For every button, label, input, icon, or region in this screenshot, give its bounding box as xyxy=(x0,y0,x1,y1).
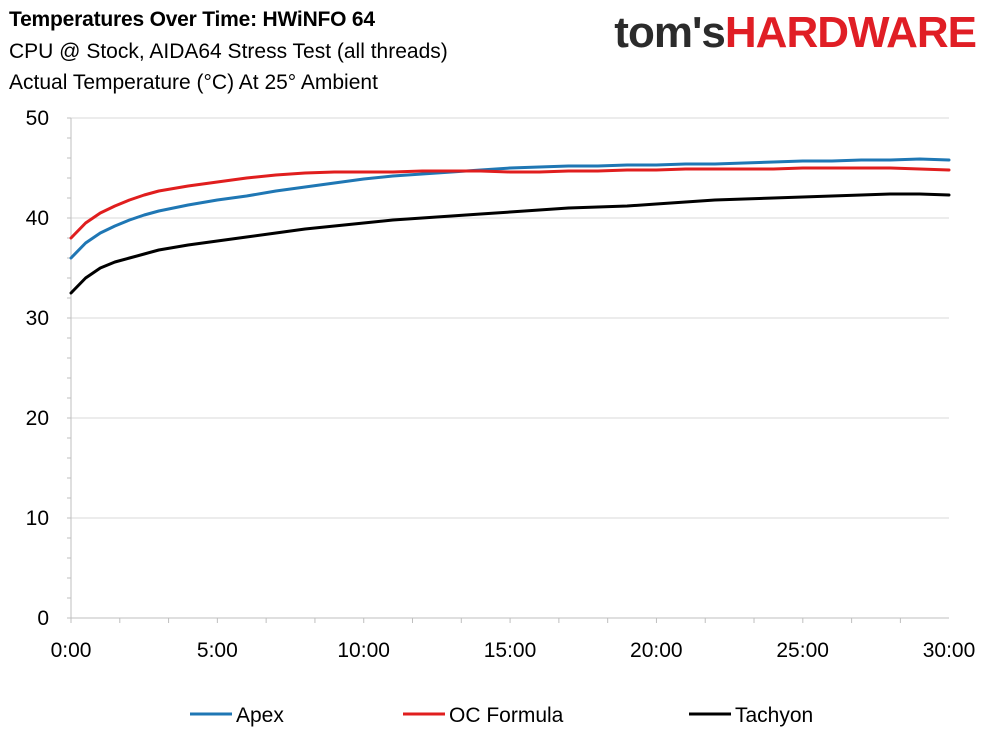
legend-label-tachyon: Tachyon xyxy=(735,704,813,727)
logo-part-1: tom's xyxy=(614,8,726,57)
x-tick-label-0-00: 0:00 xyxy=(51,639,92,662)
grid-lines xyxy=(71,117,949,519)
y-tick-labels: 0 10 20 30 40 50 xyxy=(26,107,49,630)
chart-title: Temperatures Over Time: HWiNFO 64 xyxy=(9,8,375,31)
legend: Apex OC Formula Tachyon xyxy=(190,704,813,727)
series-line-tachyon xyxy=(69,192,951,295)
chart-subtitle-2: Actual Temperature (°C) At 25° Ambient xyxy=(9,71,378,94)
legend-label-oc-formula: OC Formula xyxy=(449,704,564,727)
x-tick-label-15-00: 15:00 xyxy=(484,639,537,662)
y-tick-label-40: 40 xyxy=(26,207,49,230)
toms-hardware-logo: tom'sHARDWARE xyxy=(614,8,977,58)
series-line-oc-formula xyxy=(69,166,951,240)
y-tick-label-30: 30 xyxy=(26,307,49,330)
x-tick-label-10-00: 10:00 xyxy=(337,639,390,662)
x-tick-label-25-00: 25:00 xyxy=(776,639,829,662)
x-tick-label-20-00: 20:00 xyxy=(630,639,683,662)
series-lines xyxy=(69,157,951,295)
logo-part-2: HARDWARE xyxy=(724,8,977,57)
x-tick-labels: 0:00 5:00 10:00 15:00 20:00 25:00 30:00 xyxy=(51,639,976,662)
y-tick-label-50: 50 xyxy=(26,107,49,130)
y-tick-label-20: 20 xyxy=(26,407,49,430)
y-tick-label-10: 10 xyxy=(26,507,49,530)
y-tick-label-0: 0 xyxy=(37,607,49,630)
x-tick-label-30-00: 30:00 xyxy=(923,639,976,662)
legend-label-apex: Apex xyxy=(236,704,284,727)
axes xyxy=(67,117,949,623)
chart-subtitle: CPU @ Stock, AIDA64 Stress Test (all thr… xyxy=(9,40,448,63)
x-tick-label-5-00: 5:00 xyxy=(197,639,238,662)
